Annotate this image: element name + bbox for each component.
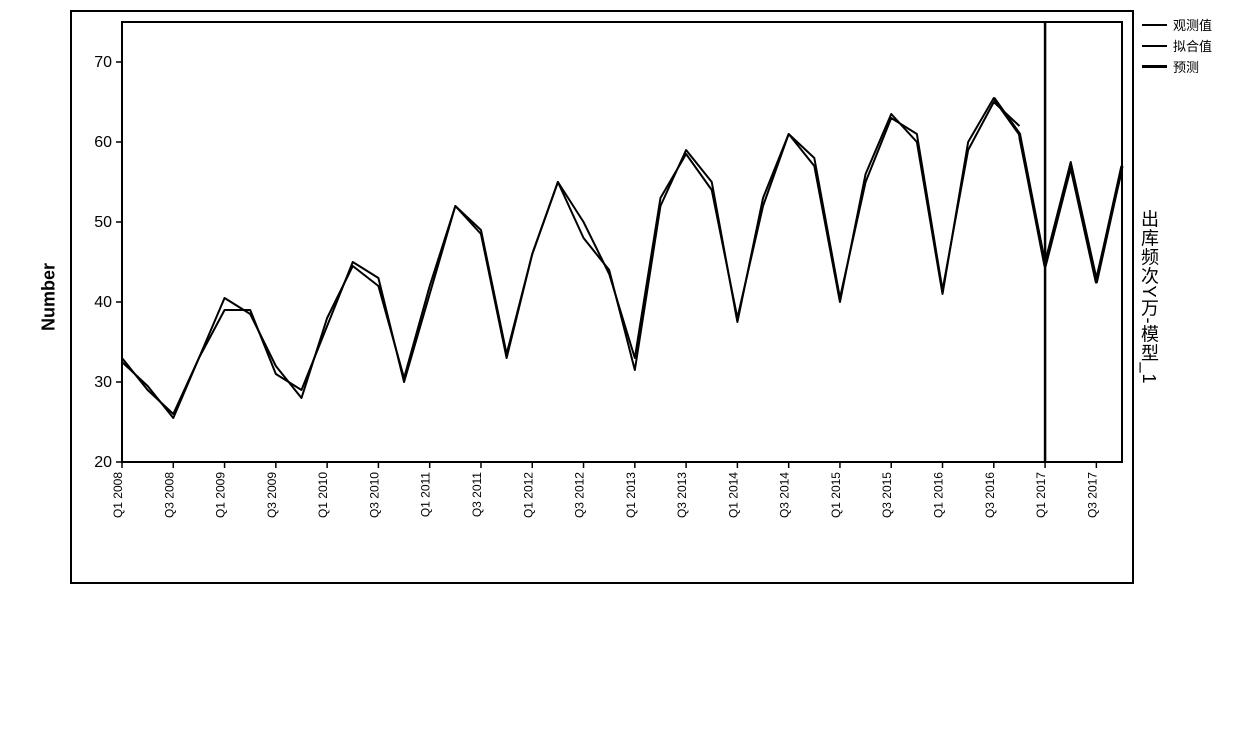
legend-swatch: [1142, 45, 1167, 47]
legend-label: 拟合值: [1173, 36, 1212, 55]
x-tick-label: Q3 2011: [470, 472, 484, 517]
legend-swatch: [1142, 65, 1167, 68]
x-tick-label: Q3 2016: [983, 472, 997, 518]
time-series-chart: 20 30 40 50 60 70 Q1 2008 Q3 2008 Q1 2009 Q3 2009…: [70, 10, 1134, 584]
x-tick-label: Q1 2012: [521, 472, 535, 518]
legend-item: 拟合值: [1142, 36, 1212, 55]
x-tick-label: Q3 2010: [367, 472, 381, 518]
series-line: [122, 102, 1019, 418]
y-axis-label: Number: [39, 263, 60, 331]
legend-item: 观测值: [1142, 15, 1212, 34]
x-tick-label: Q1 2009: [214, 472, 228, 518]
x-tick-label: Q1 2015: [829, 472, 843, 518]
x-tick-label: Q3 2013: [675, 472, 689, 518]
legend-item: 预测: [1142, 57, 1212, 76]
series-line: [122, 98, 1019, 414]
legend: 观测值拟合值预测: [1142, 15, 1212, 78]
y-tick-label: 70: [94, 54, 112, 71]
chart-svg: 20 30 40 50 60 70 Q1 2008 Q3 2008 Q1 2009 Q3 2009…: [72, 12, 1132, 582]
series-line: [1019, 138, 1122, 278]
x-tick-label: Q1 2008: [111, 472, 125, 518]
y-tick-label: 60: [94, 134, 112, 151]
x-tick-label: Q3 2015: [880, 472, 894, 518]
x-tick-label: Q3 2008: [162, 472, 176, 518]
legend-label: 观测值: [1173, 15, 1212, 34]
y-tick-label: 20: [94, 454, 112, 471]
chart-wrapper: Number 20 30 40 50 60 70 Q1 2008 Q3 2008 Q1 2009…: [10, 10, 1230, 584]
x-tick-label: Q1 2011: [419, 472, 433, 517]
x-tick-label: Q3 2012: [573, 472, 587, 518]
legend-swatch: [1142, 24, 1167, 26]
x-tick-label: Q3 2009: [265, 472, 279, 518]
x-tick-label: Q1 2014: [726, 472, 740, 518]
x-tick-label: Q3 2014: [778, 472, 792, 518]
legend-label: 预测: [1173, 57, 1199, 76]
x-tick-label: Q3 2017: [1085, 472, 1099, 518]
x-tick-label: Q1 2010: [316, 472, 330, 518]
x-tick-label: Q1 2013: [624, 472, 638, 518]
y-tick-label: 30: [94, 374, 112, 391]
x-tick-label: Q1 2017: [1034, 472, 1048, 518]
right-side-label: 出库频次Y万-模型_1: [1136, 209, 1162, 384]
y-tick-label: 50: [94, 214, 112, 231]
x-tick-label: Q1 2016: [932, 472, 946, 518]
y-tick-label: 40: [94, 294, 112, 311]
